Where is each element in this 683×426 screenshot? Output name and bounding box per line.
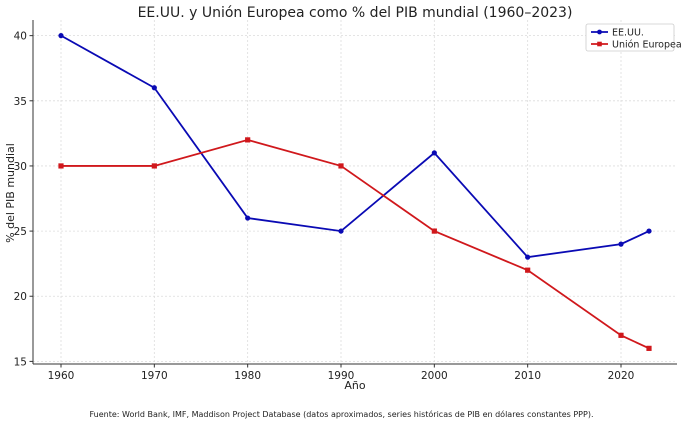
data-point	[151, 85, 157, 91]
data-point	[431, 228, 437, 234]
data-point	[338, 163, 344, 169]
data-point	[151, 163, 157, 169]
data-point	[525, 267, 531, 273]
series-line-us	[60, 34, 650, 259]
y-axis-label: % del PIB mundial	[4, 143, 17, 243]
y-tick-label: 30	[14, 161, 27, 173]
y-tick-label: 25	[14, 226, 27, 238]
data-point	[58, 163, 64, 169]
legend: EE.UU.Unión Europea	[585, 23, 682, 52]
series-line-eu	[61, 138, 650, 350]
y-tick-label: 15	[14, 356, 27, 368]
y-tick-label: 20	[14, 291, 27, 303]
data-point	[431, 150, 437, 156]
x-tick-label: 2020	[608, 370, 635, 382]
y-tick-label: 35	[14, 96, 27, 108]
data-point	[58, 33, 64, 39]
y-axis-ticks: 15 20 25 30 35 40	[14, 31, 33, 368]
data-point	[525, 254, 531, 260]
x-tick-label: 1980	[234, 370, 261, 382]
chart-title: EE.UU. y Unión Europea como % del PIB mu…	[138, 5, 573, 21]
data-point	[338, 228, 344, 234]
data-point	[646, 228, 652, 234]
data-point	[618, 241, 624, 247]
x-tick-label: 1960	[48, 370, 75, 382]
source-note: Fuente: World Bank, IMF, Maddison Projec…	[89, 410, 594, 419]
x-tick-label: 2000	[421, 370, 448, 382]
series-lines	[58, 33, 652, 351]
data-point	[245, 215, 251, 221]
x-tick-label: 2010	[514, 370, 541, 382]
grid	[33, 20, 677, 364]
x-axis-ticks: 1960 1970 1980 1990 2000 2010 2020	[48, 364, 635, 382]
x-axis-label: Año	[344, 379, 365, 392]
legend-label: EE.UU.	[612, 28, 644, 39]
x-tick-label: 1990	[328, 370, 355, 382]
legend-marker	[597, 29, 602, 35]
y-tick-label: 40	[14, 31, 27, 43]
data-point	[245, 137, 251, 143]
legend-marker	[597, 41, 602, 47]
data-point	[618, 332, 624, 338]
axes	[32, 20, 677, 365]
legend-label: Unión Europea	[612, 40, 682, 51]
x-tick-label: 1970	[141, 370, 168, 382]
data-point	[646, 345, 652, 351]
